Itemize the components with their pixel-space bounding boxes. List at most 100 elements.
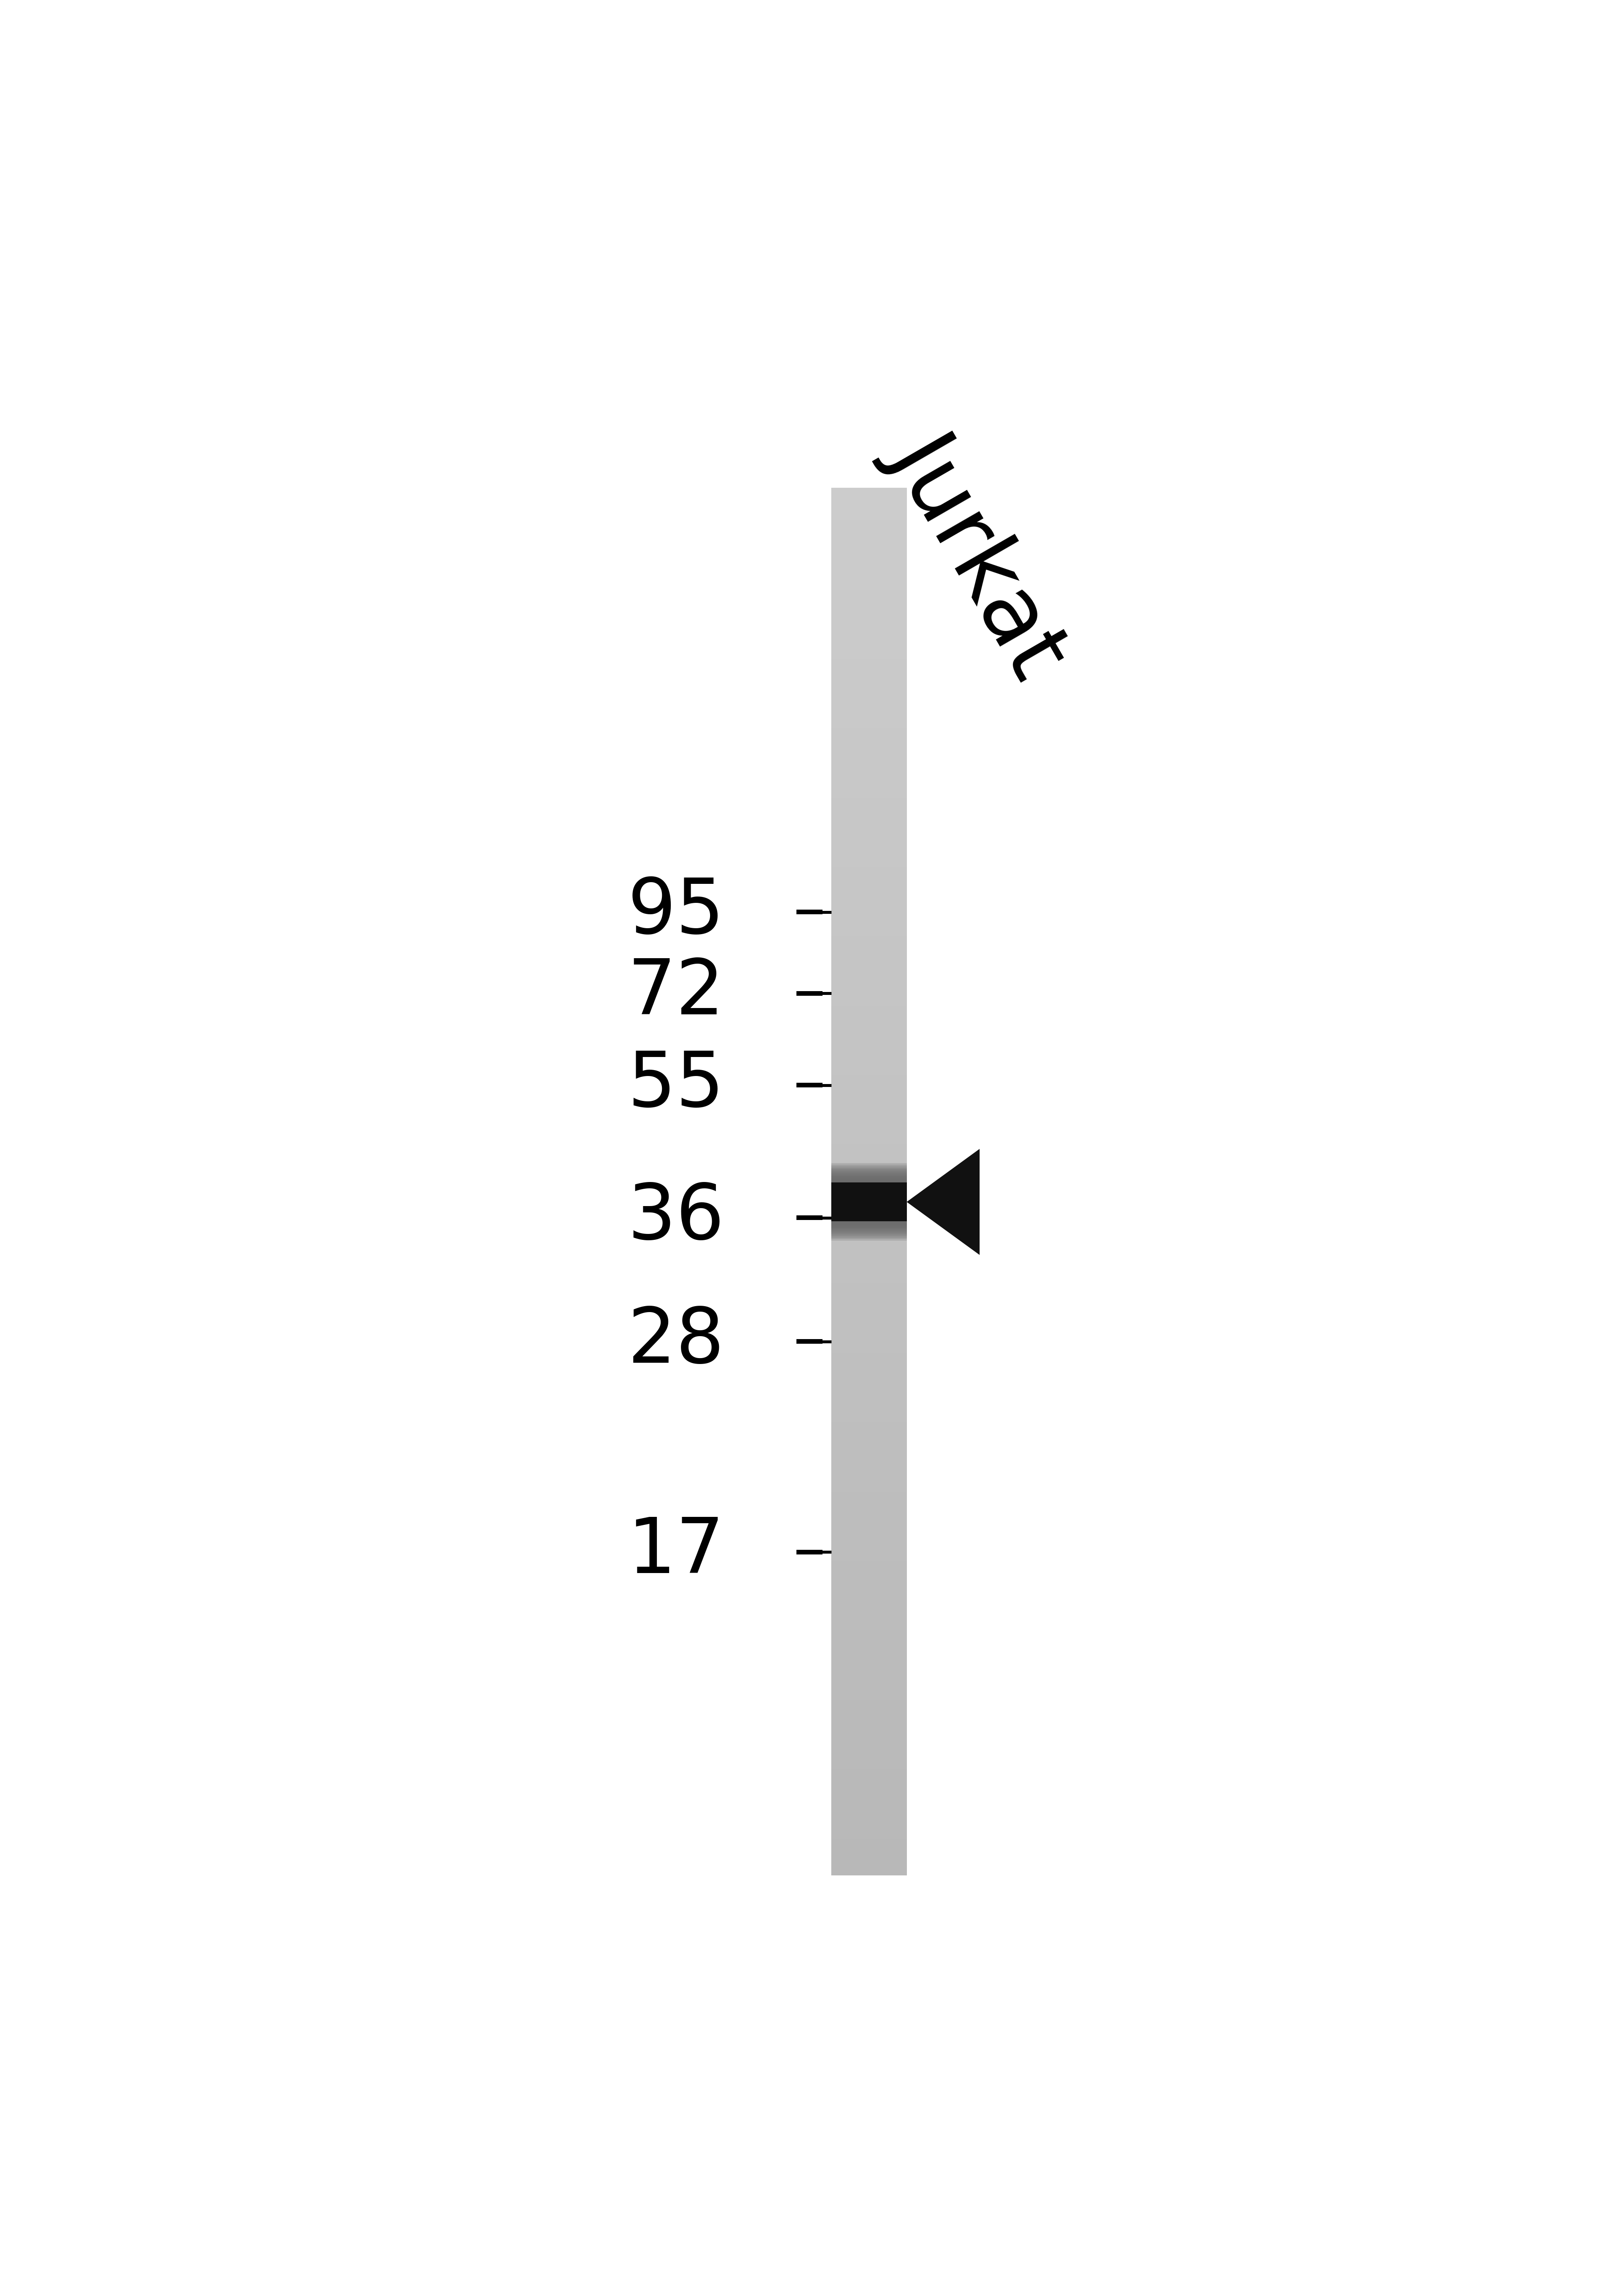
Bar	[830, 918, 907, 923]
Bar	[830, 932, 907, 937]
Bar	[830, 544, 907, 549]
Bar	[830, 1704, 907, 1708]
Bar	[830, 941, 907, 946]
Bar	[830, 1056, 907, 1061]
Bar	[830, 1607, 907, 1612]
Bar	[830, 1116, 907, 1120]
Bar	[830, 1681, 907, 1685]
Bar	[830, 1293, 907, 1297]
Bar	[830, 650, 907, 654]
Bar	[830, 765, 907, 769]
Bar	[830, 1180, 907, 1224]
Bar	[830, 1529, 907, 1534]
Bar	[830, 1061, 907, 1065]
Bar	[830, 723, 907, 728]
Bar	[830, 1690, 907, 1694]
Bar	[830, 1155, 907, 1159]
Bar	[830, 1256, 907, 1261]
Bar	[830, 845, 907, 850]
Bar	[830, 514, 907, 521]
Bar	[830, 608, 907, 613]
Bar	[830, 1570, 907, 1575]
Bar	[830, 863, 907, 868]
Bar	[830, 1520, 907, 1525]
Polygon shape	[907, 1148, 980, 1256]
Bar	[830, 1306, 907, 1311]
Bar	[830, 1497, 907, 1502]
Bar	[830, 659, 907, 664]
Bar	[830, 969, 907, 974]
Bar	[830, 1139, 907, 1146]
Bar	[830, 1242, 907, 1247]
Bar	[830, 521, 907, 526]
Text: –: –	[793, 962, 826, 1024]
Bar	[830, 1130, 907, 1134]
Bar	[830, 1465, 907, 1469]
Bar	[830, 1538, 907, 1543]
Bar	[830, 1366, 907, 1371]
Bar	[830, 709, 907, 714]
Bar	[830, 1543, 907, 1548]
Bar	[830, 501, 907, 505]
Bar	[830, 1667, 907, 1671]
Bar	[830, 1362, 907, 1366]
Bar	[830, 737, 907, 742]
Bar	[830, 1844, 907, 1848]
Bar	[830, 1228, 907, 1233]
Bar	[830, 983, 907, 987]
Bar	[830, 1763, 907, 1770]
Bar	[830, 1019, 907, 1024]
Bar	[830, 1584, 907, 1589]
Bar	[830, 1731, 907, 1736]
Bar	[830, 558, 907, 563]
Bar	[830, 1006, 907, 1010]
Bar	[830, 595, 907, 599]
Bar	[830, 691, 907, 696]
Bar	[830, 1201, 907, 1205]
Bar	[830, 1380, 907, 1384]
Bar	[830, 992, 907, 996]
Bar	[830, 618, 907, 622]
Bar	[830, 900, 907, 905]
Bar	[830, 1483, 907, 1488]
Bar	[830, 1807, 907, 1812]
Bar	[830, 868, 907, 872]
Bar	[830, 487, 907, 491]
Bar	[830, 1125, 907, 1130]
Bar	[830, 951, 907, 955]
Bar	[830, 1166, 907, 1238]
Bar	[830, 1192, 907, 1196]
Bar	[830, 563, 907, 567]
Bar	[830, 1297, 907, 1302]
Bar	[830, 1525, 907, 1529]
Bar	[830, 1589, 907, 1593]
Bar	[830, 1169, 907, 1235]
Bar	[830, 1488, 907, 1492]
Bar	[830, 1784, 907, 1789]
Bar	[830, 1384, 907, 1389]
Bar	[830, 854, 907, 859]
Text: –: –	[793, 1311, 826, 1373]
Bar	[830, 755, 907, 760]
Bar	[830, 1593, 907, 1598]
Bar	[830, 1802, 907, 1807]
Bar	[830, 505, 907, 510]
Bar	[830, 1708, 907, 1713]
Bar	[830, 1460, 907, 1465]
Bar	[830, 859, 907, 863]
Bar	[830, 824, 907, 829]
Bar	[830, 1173, 907, 1178]
Text: 72: 72	[628, 955, 725, 1031]
Bar	[830, 1699, 907, 1704]
Bar	[830, 996, 907, 1001]
Bar	[830, 1029, 907, 1033]
Bar	[830, 1238, 907, 1242]
Text: 17: 17	[628, 1515, 725, 1589]
Bar	[830, 1603, 907, 1607]
Bar	[830, 622, 907, 627]
Bar	[830, 687, 907, 691]
Bar	[830, 783, 907, 788]
Bar	[830, 576, 907, 581]
Bar	[830, 585, 907, 590]
Bar	[830, 1421, 907, 1426]
